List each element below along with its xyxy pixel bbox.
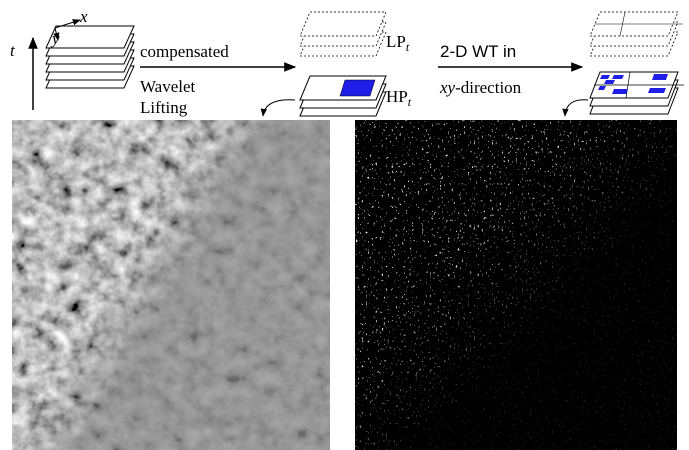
wt-block <box>612 75 624 79</box>
hp-block <box>340 80 375 96</box>
coefficient-image-shade <box>355 120 677 450</box>
y-label: y <box>50 29 60 48</box>
lp-label: LPt <box>386 32 410 54</box>
arrow-bottom-label: Lifting <box>140 98 188 117</box>
wt-block <box>612 89 628 94</box>
image-flat-region <box>12 120 330 450</box>
wt-block <box>652 74 668 80</box>
arrow-top-label: compensated <box>140 42 229 61</box>
wt-block <box>648 88 666 93</box>
x-label: x <box>79 7 88 26</box>
t-label: t <box>10 41 16 60</box>
arrow-bottom-label: Wavelet <box>140 77 196 96</box>
wt-label: 2-D WT in <box>440 42 516 61</box>
direction-label: xy-direction <box>439 78 522 97</box>
hp-label: HPt <box>386 87 412 109</box>
figure: t x y compensated Wavelet Lifting LPt HP… <box>0 0 689 450</box>
hp-select-arrow <box>263 100 295 116</box>
wt-select-arrow <box>565 100 588 116</box>
lp-frame <box>300 12 386 36</box>
